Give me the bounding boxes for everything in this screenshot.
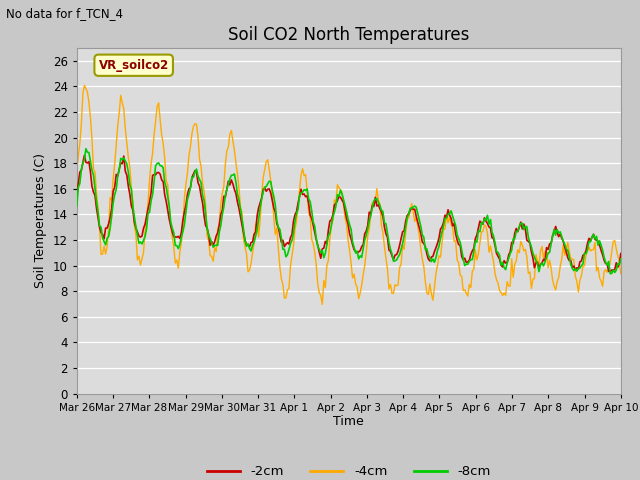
Title: Soil CO2 North Temperatures: Soil CO2 North Temperatures <box>228 25 470 44</box>
Text: VR_soilco2: VR_soilco2 <box>99 59 169 72</box>
Legend: -2cm, -4cm, -8cm: -2cm, -4cm, -8cm <box>202 460 496 480</box>
Text: No data for f_TCN_4: No data for f_TCN_4 <box>6 7 124 20</box>
Y-axis label: Soil Temperatures (C): Soil Temperatures (C) <box>34 153 47 288</box>
X-axis label: Time: Time <box>333 415 364 429</box>
